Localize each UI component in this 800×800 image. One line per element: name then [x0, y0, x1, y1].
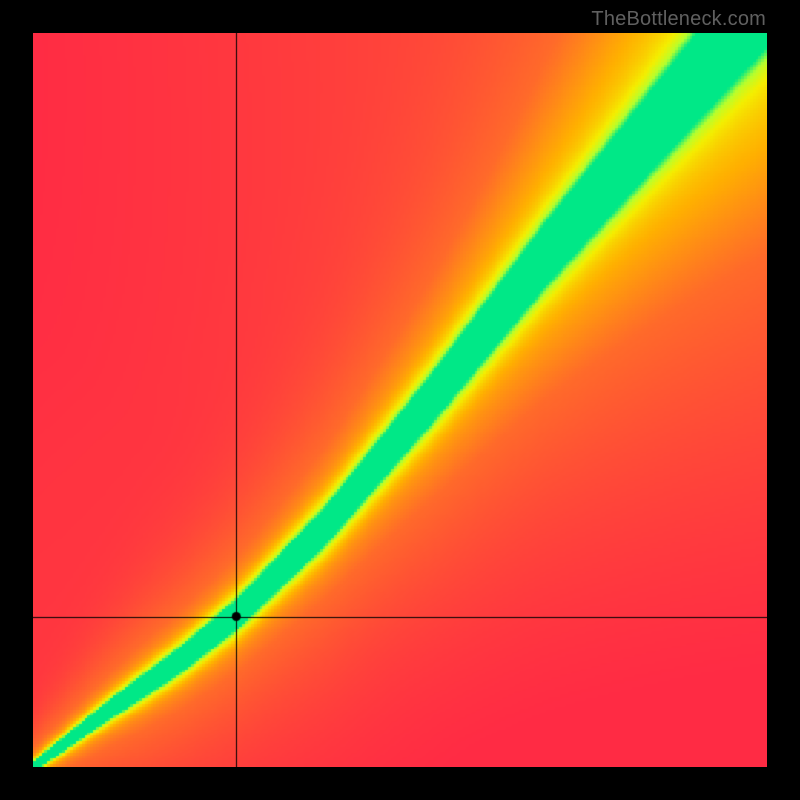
watermark-text: TheBottleneck.com: [591, 8, 766, 31]
chart-frame: TheBottleneck.com: [0, 0, 800, 800]
plot-area: [33, 33, 767, 767]
heatmap-canvas: [33, 33, 767, 767]
